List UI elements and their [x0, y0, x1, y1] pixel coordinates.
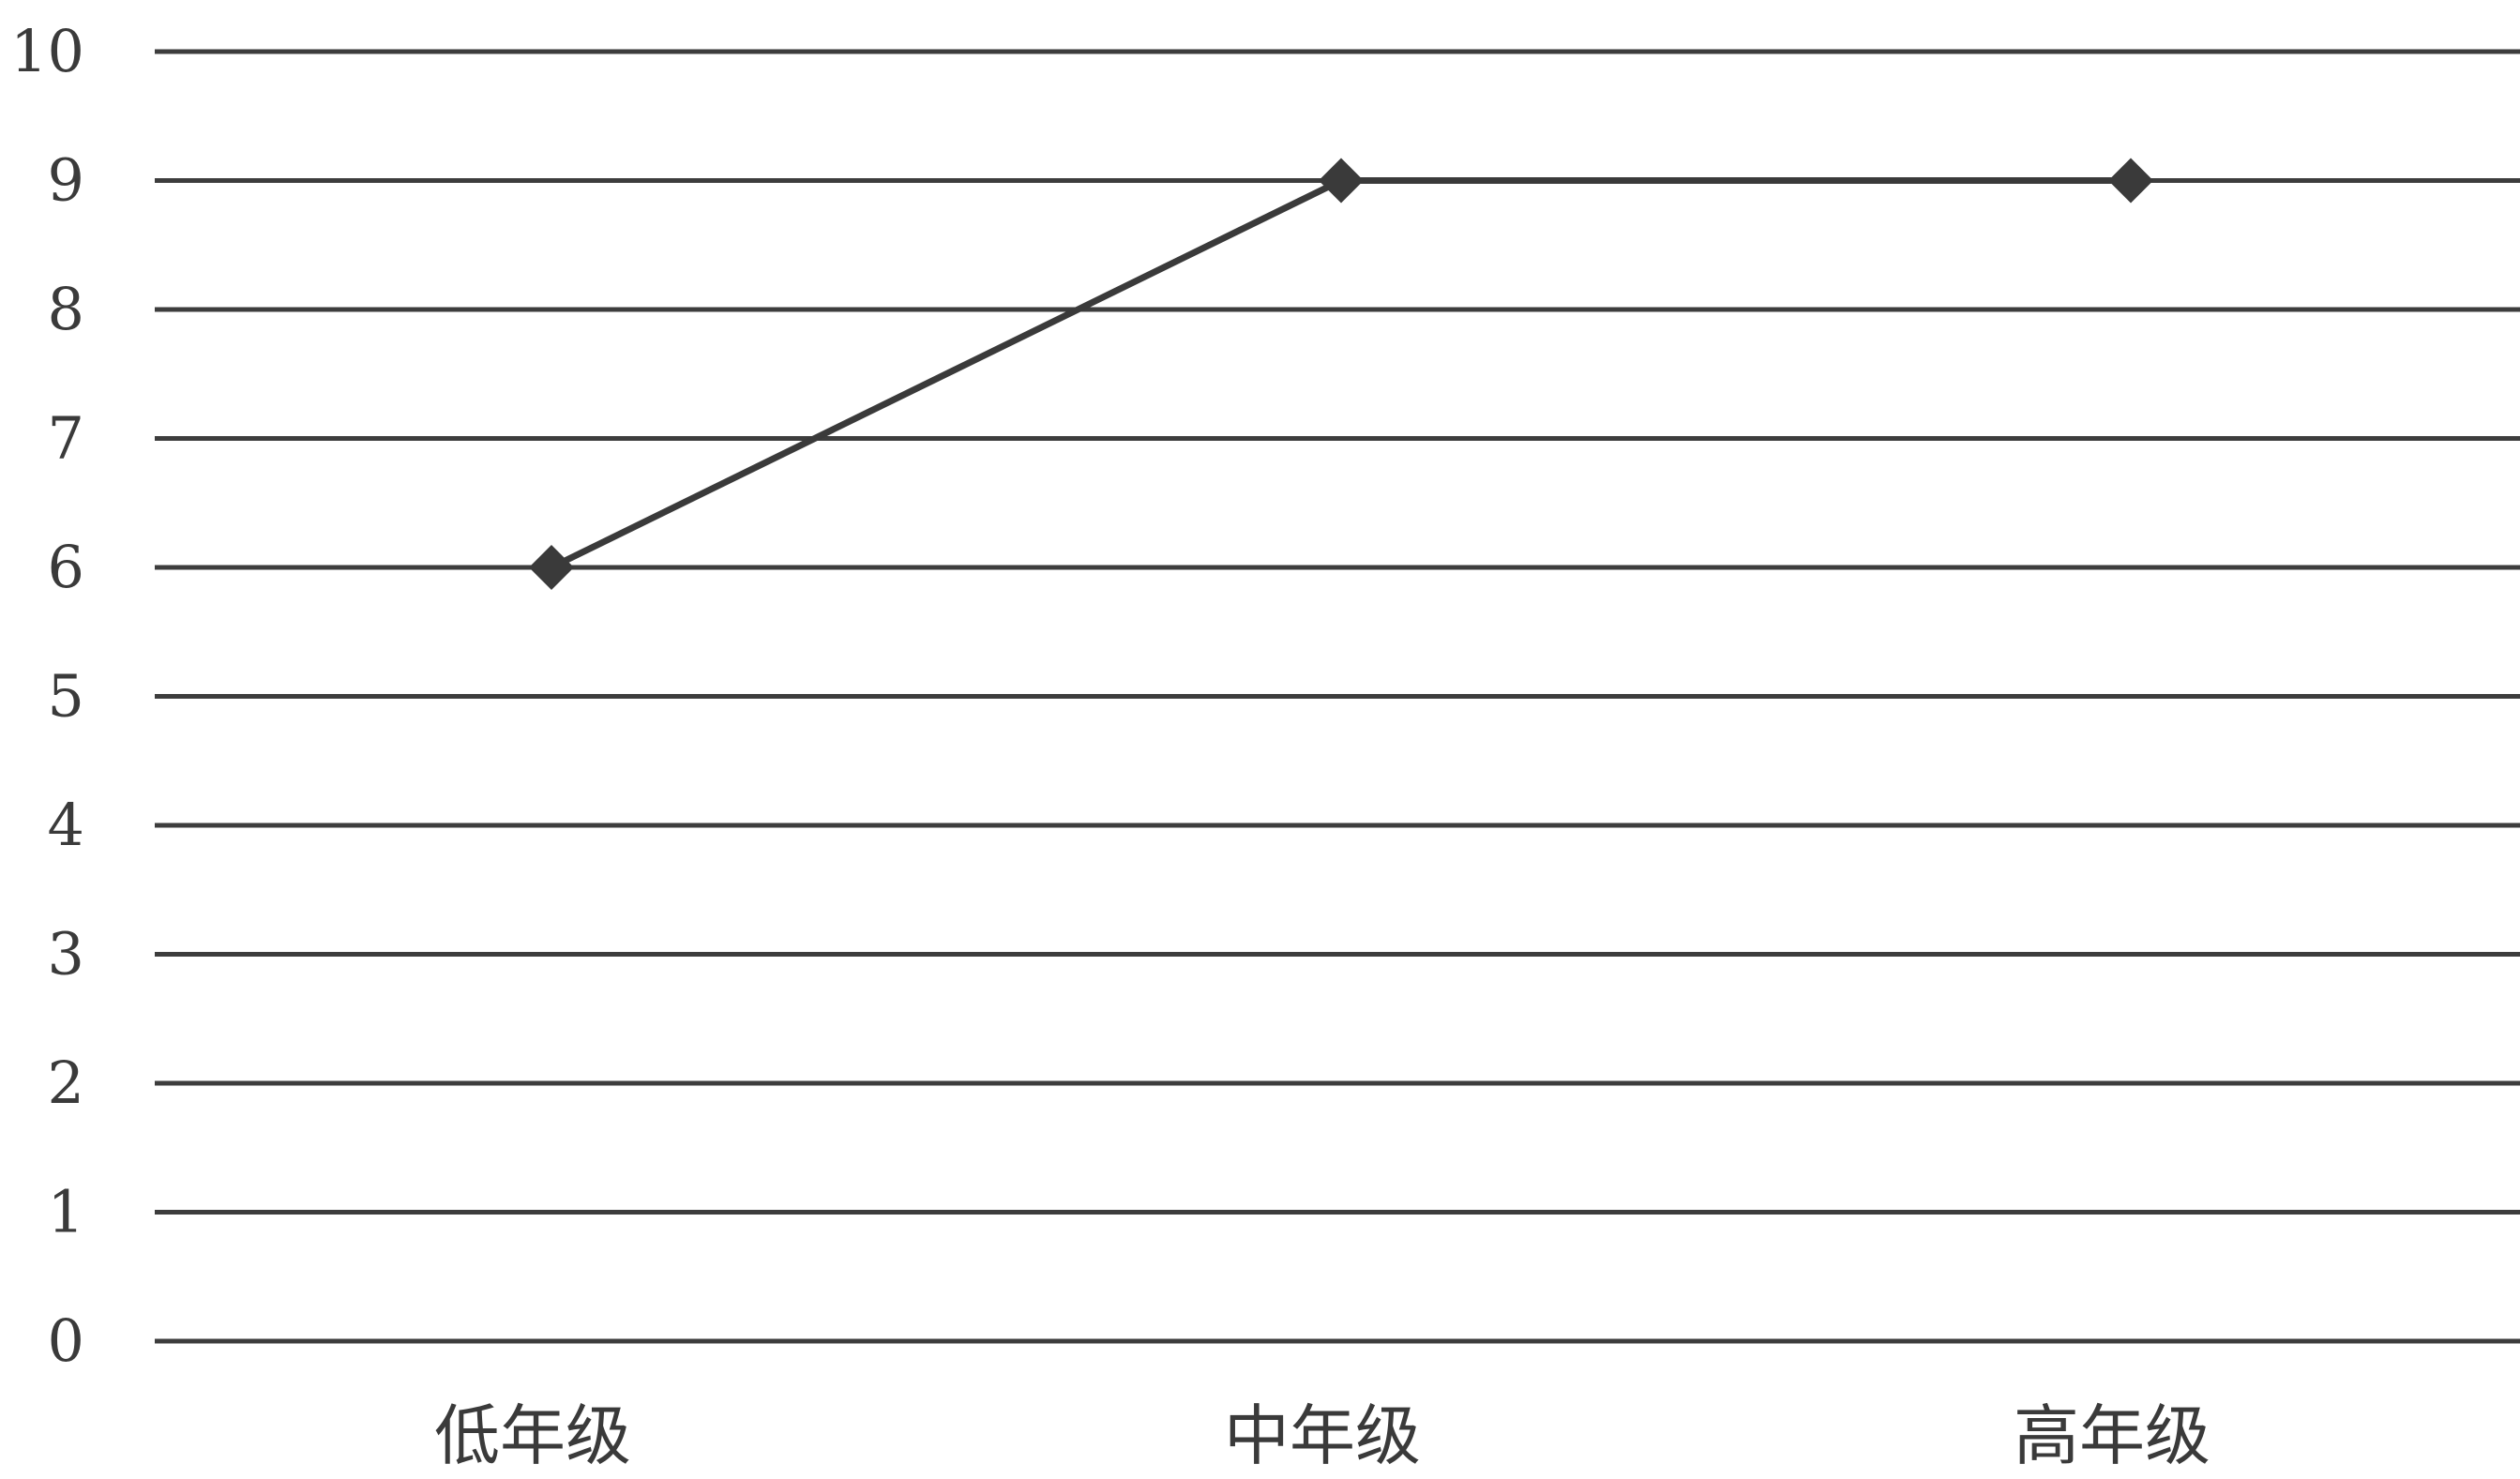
- x-category-label: 中年级: [1224, 1397, 1421, 1474]
- y-tick-label: 1: [48, 1178, 84, 1246]
- series-line: [550, 177, 2131, 571]
- x-axis-categories: 低年级 中年级 高年级: [434, 1397, 2211, 1474]
- y-tick-label: 10: [10, 17, 84, 85]
- y-tick-label: 9: [48, 146, 84, 215]
- data-point-低年级: [529, 545, 574, 590]
- data-markers: [529, 158, 2153, 590]
- y-tick-label: 5: [48, 662, 84, 731]
- y-axis-ticks: 0 1 2 3 4 5 6 7 8 9 10: [10, 17, 84, 1375]
- gridlines: [155, 49, 2520, 1344]
- y-tick-label: 8: [48, 275, 84, 343]
- y-tick-label: 4: [48, 791, 84, 859]
- y-tick-label: 6: [48, 533, 84, 601]
- y-tick-label: 0: [48, 1306, 84, 1375]
- x-category-label: 低年级: [434, 1397, 631, 1474]
- y-tick-label: 3: [48, 920, 84, 989]
- y-tick-label: 2: [48, 1049, 84, 1117]
- series: [550, 177, 2131, 571]
- data-point-高年级: [2108, 158, 2153, 204]
- y-tick-label: 7: [48, 404, 84, 473]
- x-category-label: 高年级: [2014, 1397, 2211, 1474]
- data-point-中年级: [1319, 158, 1364, 204]
